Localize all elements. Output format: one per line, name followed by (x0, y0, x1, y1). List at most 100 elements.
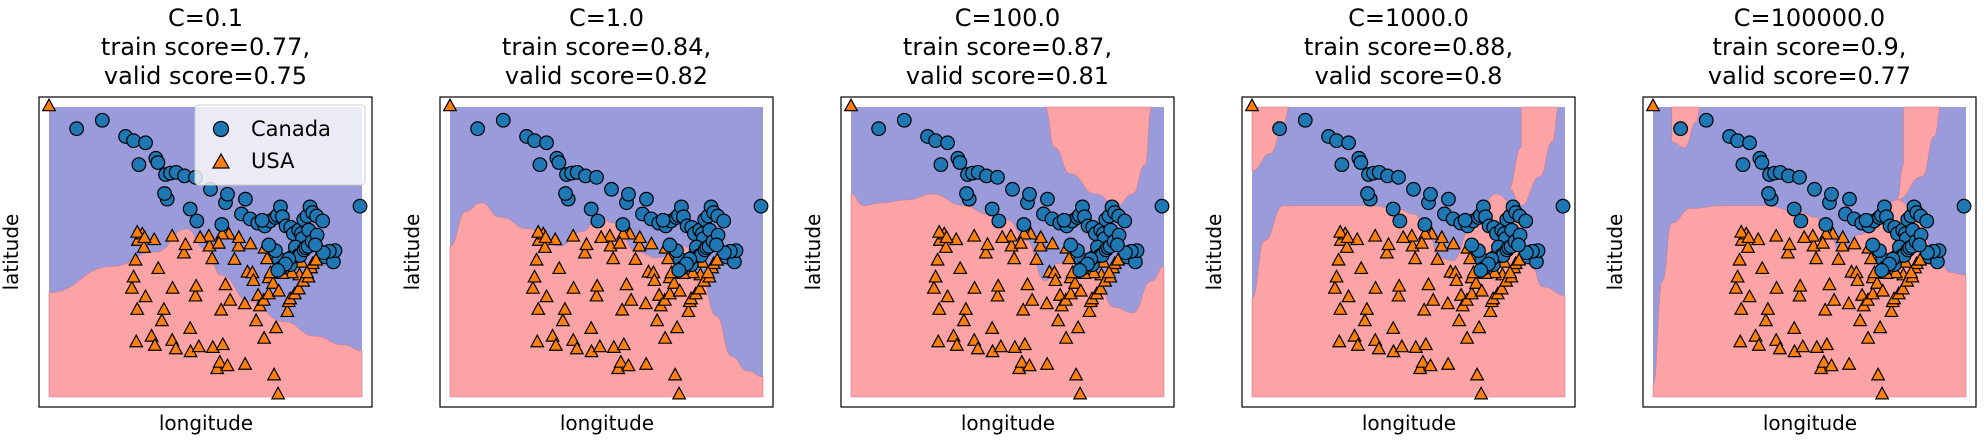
usa-point (555, 312, 571, 327)
canada-point (270, 262, 286, 278)
usa-point (1816, 354, 1832, 368)
usa-point (1073, 283, 1089, 297)
usa-point (1039, 356, 1055, 370)
canada-point (615, 217, 631, 232)
usa-point (237, 295, 253, 310)
usa-point (958, 301, 974, 315)
usa-point (1033, 238, 1048, 252)
usa-point (1050, 312, 1066, 327)
usa-point (1391, 288, 1406, 302)
usa-point (126, 269, 141, 283)
canada-point (1464, 237, 1480, 253)
panel-title: C=1000.0 train score=0.88, valid score=0.8 (1229, 4, 1589, 91)
usa-point (1434, 229, 1450, 244)
usa-point (1819, 336, 1835, 351)
canada-point (1353, 155, 1369, 170)
usa-point (1341, 288, 1356, 303)
canada-point (182, 201, 198, 217)
usa-point (1381, 236, 1396, 251)
usa-point (566, 280, 581, 294)
canada-point (933, 157, 949, 173)
usa-point (1067, 275, 1083, 289)
canada-point (896, 112, 912, 128)
canada-point (551, 155, 567, 170)
usa-point (1850, 272, 1865, 287)
usa-point (931, 224, 947, 238)
usa-region (1896, 106, 1942, 201)
usa-point (1440, 356, 1456, 370)
canada-point (126, 133, 141, 149)
usa-point (1425, 292, 1441, 306)
canada-point (753, 198, 769, 214)
usa-point (632, 229, 648, 244)
usa-point (1860, 330, 1876, 344)
canada-point (1392, 213, 1408, 229)
panel-title-line: train score=0.87, (902, 33, 1113, 61)
usa-point (1357, 312, 1373, 327)
canada-point (261, 237, 277, 253)
canada-point (558, 186, 573, 201)
usa-point (1022, 357, 1037, 372)
canada-point (1742, 135, 1757, 151)
usa-point (1847, 235, 1862, 250)
usa-point (980, 236, 995, 251)
usa-point (178, 236, 193, 251)
usa-point (1353, 260, 1369, 275)
canada-point (470, 121, 486, 137)
usa-point (1796, 229, 1812, 244)
usa-point (843, 97, 859, 112)
canada-point (1040, 191, 1055, 207)
canada-point (1117, 213, 1133, 229)
usa-point (1416, 302, 1432, 316)
usa-point (176, 245, 192, 259)
usa-point (156, 301, 172, 315)
usa-point (215, 336, 231, 351)
usa-point (168, 340, 184, 355)
usa-point (1740, 239, 1756, 253)
usa-point (990, 278, 1006, 292)
canada-point (1735, 157, 1751, 173)
usa-point (1017, 336, 1033, 351)
canada-point (1005, 181, 1020, 197)
usa-point (638, 356, 654, 370)
usa-point (154, 312, 170, 327)
usa-point (1815, 235, 1831, 249)
usa-point (1732, 333, 1748, 348)
legend-canada-marker (212, 120, 230, 138)
panel-title-line: valid score=0.75 (103, 62, 308, 90)
usa-point (259, 250, 275, 265)
usa-point (211, 235, 227, 249)
usa-point (1434, 238, 1449, 252)
usa-point (1350, 337, 1366, 351)
usa-point (237, 356, 253, 370)
usa-point (938, 239, 954, 253)
usa-point (616, 336, 632, 351)
usa-point (569, 340, 585, 355)
y-axis-label: latitude (1603, 213, 1627, 291)
usa-point (589, 288, 604, 302)
usa-point (218, 276, 233, 291)
usa-point (993, 338, 1009, 353)
canada-point (1793, 213, 1809, 229)
usa-point (1730, 269, 1745, 283)
canada-point (1956, 198, 1972, 214)
scatter-plot-panel (1241, 96, 1576, 408)
usa-point (1359, 301, 1375, 315)
usa-point (647, 272, 662, 287)
canada-point (1016, 217, 1032, 232)
y-axis-label: latitude (400, 213, 424, 291)
panel-title-line: train score=0.77, (100, 33, 311, 61)
usa-point (1863, 250, 1879, 265)
usa-point (978, 245, 994, 259)
usa-point (530, 301, 546, 315)
usa-point (632, 238, 647, 252)
usa-point (1407, 250, 1423, 265)
usa-point (613, 354, 629, 368)
usa-point (1870, 367, 1886, 381)
scatter-plot-panel: Canada USA (38, 96, 373, 408)
usa-point (970, 340, 986, 355)
canada-point (1761, 186, 1776, 201)
usa-point (1332, 224, 1348, 238)
usa-point (231, 229, 247, 244)
